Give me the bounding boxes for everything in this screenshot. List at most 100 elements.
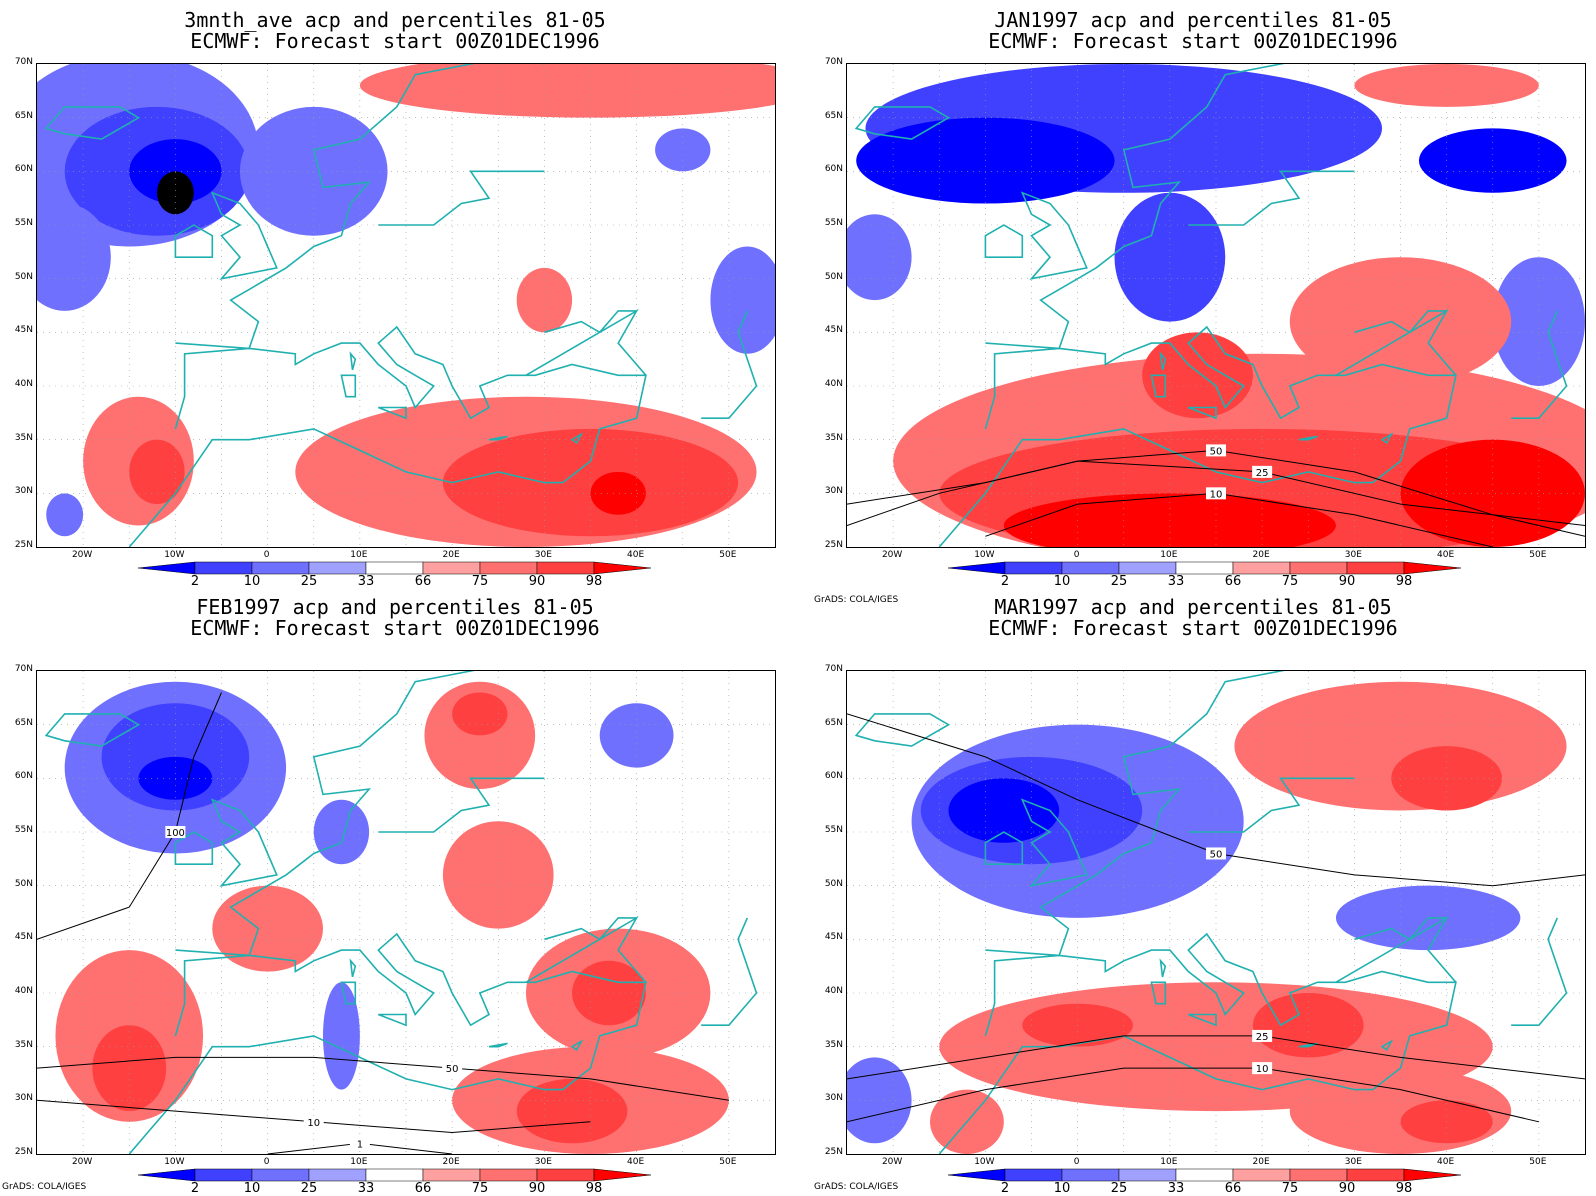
coastline [854, 713, 951, 747]
lat-tick-label: 55N [824, 218, 843, 228]
colorbar-label: 66 [1224, 1181, 1242, 1196]
lat-tick-label: 25N [824, 540, 843, 550]
coastline [1511, 310, 1568, 419]
percentile-shading [442, 821, 554, 929]
coastline [938, 325, 1457, 547]
coastline [1188, 777, 1355, 833]
contour-label: 10 [307, 1118, 320, 1129]
lon-tick-label: 40E [627, 550, 645, 560]
lon-tick-label: 30E [1344, 1157, 1362, 1167]
map-frame: 10 25 50 [846, 670, 1586, 1155]
percentile-shading [212, 885, 323, 972]
percentile-shading [516, 1078, 628, 1144]
colorbar [948, 1168, 1462, 1182]
percentile-shading [847, 214, 912, 301]
colorbar-swatch [1061, 561, 1120, 575]
grads-credit: GrADS: COLA/IGES [2, 1182, 87, 1192]
colorbar [138, 1168, 652, 1182]
lon-tick-label: 20E [1252, 550, 1270, 560]
map-frame: 50 25 10 [846, 63, 1586, 548]
colorbar-label: 98 [1395, 574, 1413, 589]
lat-tick-label: 50N [824, 878, 843, 889]
colorbar-swatch [1004, 1168, 1063, 1182]
colorbar-label: 66 [1224, 574, 1242, 589]
colorbar-swatch [251, 561, 310, 575]
panel-title-line2: ECMWF: Forecast start 00Z01DEC1996 [988, 616, 1398, 640]
lat-tick-label: 60N [14, 771, 33, 782]
lat-tick-label: 45N [14, 325, 33, 336]
lat-tick-label: 25N [14, 1147, 33, 1157]
coastline [1380, 1039, 1394, 1052]
coastline [984, 831, 1024, 865]
contour-label: 25 [1256, 1032, 1269, 1043]
panel-title-line1: MAR1997 acp and percentiles 81-05 [994, 595, 1392, 619]
colorbar-swatch [138, 561, 196, 575]
map-svg: 50 25 10 [847, 64, 1585, 547]
lon-tick-label: 30E [534, 550, 552, 560]
contour-label: 100 [166, 828, 185, 839]
colorbar-swatch [308, 1168, 367, 1182]
lat-tick-label: 30N [14, 486, 33, 497]
map-svg: 10 50 100 1 [37, 671, 775, 1154]
colorbar-label: 90 [528, 574, 546, 589]
lon-tick-label: 20W [881, 1157, 903, 1167]
percentile-shading [572, 960, 646, 1026]
lon-tick-label: 10E [350, 550, 368, 560]
lat-tick-label: 45N [824, 932, 843, 943]
contour-label-box [442, 1062, 463, 1075]
coastline [349, 351, 357, 371]
colorbar-label: 2 [190, 574, 200, 589]
colorbar-label: 25 [1110, 574, 1128, 589]
coastline [340, 981, 357, 1005]
lat-tick-label: 55N [824, 825, 843, 835]
colorbar-swatch [1061, 1168, 1120, 1182]
lon-tick-label: 10E [1160, 1157, 1178, 1167]
lat-tick-label: 30N [824, 486, 843, 497]
percentile-shading [1492, 257, 1585, 386]
percentile-shading [46, 493, 84, 537]
colorbar-label: 33 [357, 1181, 375, 1196]
panel-title-line1: JAN1997 acp and percentiles 81-05 [994, 8, 1392, 32]
lat-tick-label: 30N [14, 1093, 33, 1104]
map-frame [36, 63, 776, 548]
acp-contour [37, 1056, 729, 1101]
lon-tick-label: 50E [719, 1157, 737, 1167]
contour-label: 10 [1210, 489, 1223, 500]
lat-tick-label: 70N [14, 57, 33, 67]
colorbar-swatch [948, 1168, 1006, 1182]
panel-jan1997: JAN1997 acp and percentiles 81-05 ECMWF:… [790, 0, 1596, 598]
lon-tick-label: 40E [1437, 1157, 1455, 1167]
grads-credit: GrADS: COLA/IGES [814, 1182, 899, 1192]
panel-title-line2: ECMWF: Forecast start 00Z01DEC1996 [988, 29, 1398, 53]
colorbar-label: 2 [1000, 1181, 1010, 1196]
colorbar-label: 98 [585, 1181, 603, 1196]
colorbar-label: 90 [1338, 574, 1356, 589]
percentile-shading [156, 171, 194, 215]
lon-tick-label: 20E [1252, 1157, 1270, 1167]
percentile-shading [655, 128, 711, 172]
coastline [1298, 1042, 1318, 1048]
colorbar-label: 10 [1053, 574, 1071, 589]
panel-title-line1: 3mnth_ave acp and percentiles 81-05 [184, 8, 606, 32]
lat-tick-label: 50N [14, 271, 33, 282]
coastline [378, 406, 407, 420]
colorbar-swatch [194, 1168, 253, 1182]
lat-tick-label: 55N [14, 825, 33, 835]
colorbar [948, 561, 1462, 575]
coastline [701, 917, 758, 1026]
contour-label-box [1252, 1029, 1273, 1042]
percentile-shading [129, 439, 185, 505]
colorbar-swatch [138, 1168, 196, 1182]
lon-tick-label: 10W [974, 1157, 995, 1167]
lon-tick-label: 20W [881, 550, 903, 560]
panel-mar1997: MAR1997 acp and percentiles 81-05 ECMWF:… [790, 595, 1596, 1196]
colorbar-label: 75 [1281, 574, 1299, 589]
lon-tick-label: 0 [1073, 550, 1080, 560]
lon-tick-label: 50E [1529, 550, 1547, 560]
lat-tick-label: 35N [14, 1039, 33, 1050]
coastline [128, 932, 647, 1154]
percentile-shading [847, 1057, 912, 1144]
coastline [599, 917, 637, 940]
contour-label: 25 [1256, 468, 1269, 479]
percentile-shading [452, 692, 508, 736]
